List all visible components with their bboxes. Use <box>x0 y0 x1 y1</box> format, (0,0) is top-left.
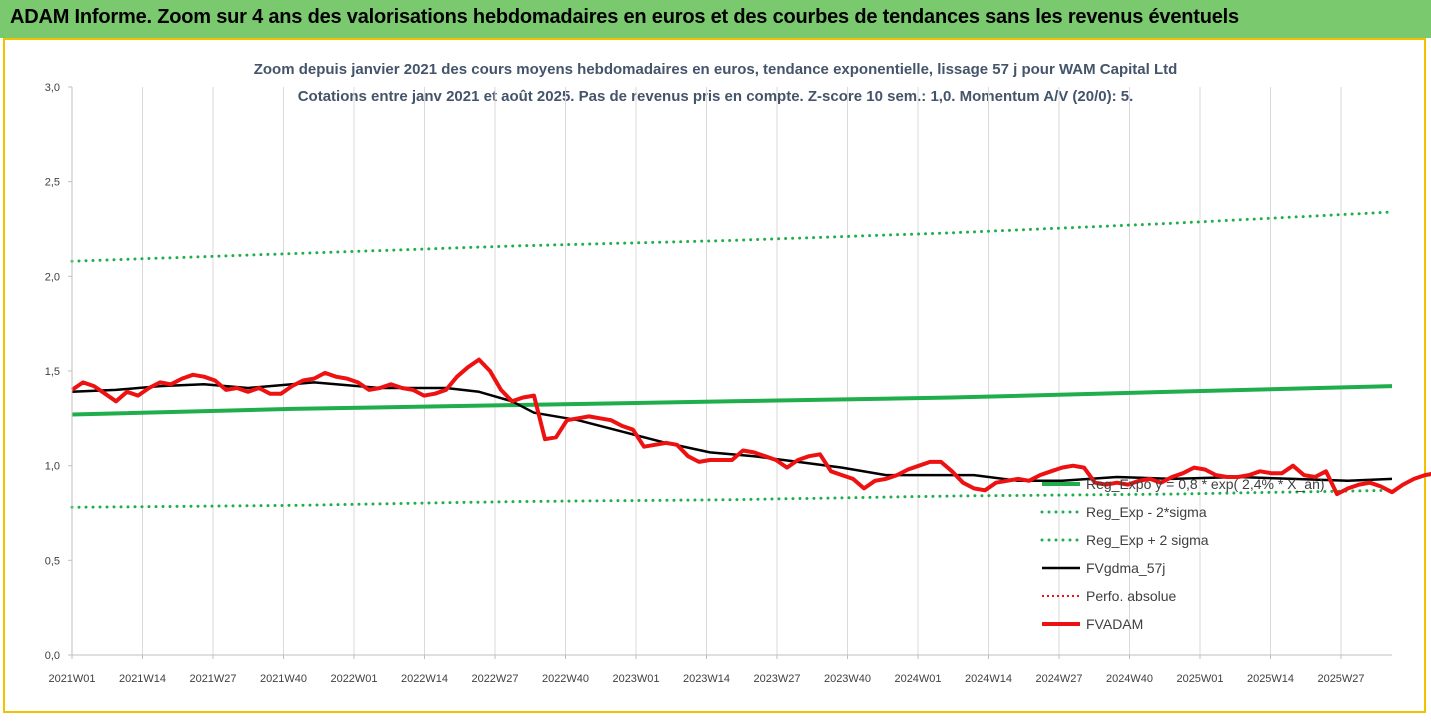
page-title: ADAM Informe. Zoom sur 4 ans des valoris… <box>10 6 1239 28</box>
y-tick-label: 2,5 <box>45 177 60 189</box>
x-tick-label: 2025W27 <box>1317 673 1364 685</box>
x-tick-label: 2023W01 <box>612 673 659 685</box>
series-line-2 <box>70 210 1394 263</box>
grid-lines <box>142 87 1342 655</box>
legend-label: Reg_Exp - 2*sigma <box>1086 504 1207 520</box>
x-tick-label: 2025W01 <box>1176 673 1223 685</box>
legend: Reg_Expo y = 0,8 * exp( 2,4% * X_an) Reg_… <box>1040 476 1325 632</box>
axes: 2021W01 2021W14 2021W27 2021W40 2022W01 2022W… <box>45 82 1392 685</box>
x-tick-label: 2023W27 <box>753 673 800 685</box>
x-tick-label: 2025W14 <box>1247 673 1294 685</box>
legend-label: Perfo. absolue <box>1086 588 1176 604</box>
legend-label: Reg_Expo y = 0,8 * exp( 2,4% * X_an) <box>1086 476 1325 492</box>
x-tick-label: 2021W01 <box>48 673 95 685</box>
y-tick-label: 1,5 <box>45 366 60 378</box>
y-tick-label: 2,0 <box>45 271 60 283</box>
y-tick-label: 0,5 <box>45 555 60 567</box>
y-tick-label: 3,0 <box>45 82 60 94</box>
x-tick-label: 2021W14 <box>119 673 166 685</box>
x-tick-label: 2023W14 <box>683 673 730 685</box>
chart-frame <box>3 38 1426 713</box>
x-tick-label: 2022W40 <box>542 673 589 685</box>
x-tick-label: 2024W14 <box>965 673 1012 685</box>
series-line-0 <box>71 384 1393 417</box>
legend-label: Reg_Exp + 2 sigma <box>1086 532 1209 548</box>
x-tick-label: 2022W14 <box>401 673 448 685</box>
x-tick-label: 2021W27 <box>189 673 236 685</box>
legend-label: FVADAM <box>1086 616 1143 632</box>
series-line-5 <box>70 357 1431 497</box>
x-tick-label: 2024W40 <box>1106 673 1153 685</box>
y-tick-label: 0,0 <box>45 650 60 662</box>
series-line-1 <box>70 488 1394 509</box>
x-tick-label: 2022W01 <box>330 673 377 685</box>
legend-label: FVgdma_57j <box>1086 560 1165 576</box>
series-lines <box>70 210 1431 509</box>
x-tick-label: 2022W27 <box>471 673 518 685</box>
x-tick-label: 2023W40 <box>824 673 871 685</box>
x-tick-label: 2024W01 <box>894 673 941 685</box>
x-tick-label: 2024W27 <box>1035 673 1082 685</box>
y-tick-label: 1,0 <box>45 461 60 473</box>
chart-title: Zoom depuis janvier 2021 des cours moyen… <box>253 61 1178 78</box>
header-band <box>0 0 1431 38</box>
chart-subtitle: Cotations entre janv 2021 et août 2025. … <box>297 88 1134 105</box>
x-tick-label: 2021W40 <box>260 673 307 685</box>
